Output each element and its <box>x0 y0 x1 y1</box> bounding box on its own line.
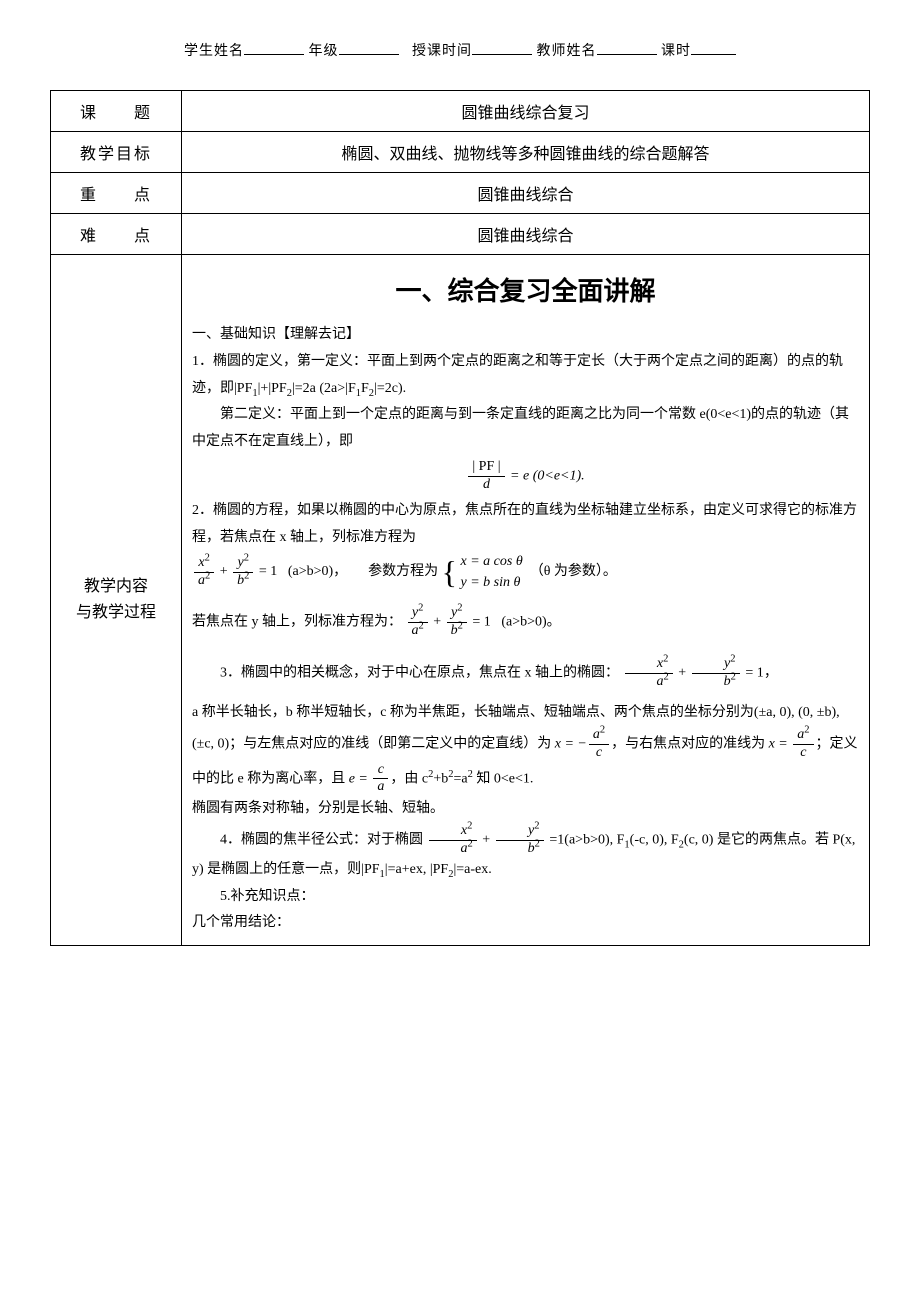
t: x = a cos θ <box>461 554 523 569</box>
t: a <box>461 841 468 856</box>
frac-a2-c: a2 c <box>793 727 813 762</box>
content-body: 一、综合复习全面讲解 一、基础知识【理解去记】 1．椭圆的定义，第一定义：平面上… <box>182 255 870 946</box>
para-supplement: 5.补充知识点： <box>192 884 859 911</box>
t: ，由 c <box>390 771 428 786</box>
para-abc: a 称半长轴长，b 称半短轴长，c 称为半焦距，长轴端点、短轴端点、两个焦点的坐… <box>192 700 859 796</box>
formula-ratio: | PF | d = e (0<e<1). <box>192 459 859 494</box>
frac-y2-b2-b: y2 b2 <box>692 656 740 691</box>
subsection-title: 一、基础知识【理解去记】 <box>192 322 859 349</box>
frac-neg-a2-c: a2 c <box>589 727 609 762</box>
t: a <box>593 727 600 742</box>
field-time: 授课时间 <box>412 44 472 59</box>
label-goal: 教学目标 <box>51 132 182 173</box>
label-hard: 难 点 <box>51 214 182 255</box>
t: = 1 <box>259 564 277 579</box>
para-eq-intro: 2．椭圆的方程，如果以椭圆的中心为原点，焦点所在的直线为坐标轴建立坐标系，由定义… <box>192 498 859 551</box>
field-teacher: 教师姓名 <box>537 44 597 59</box>
t: |=a-ex. <box>453 862 491 877</box>
t: +b <box>433 771 448 786</box>
frac-x2-a2-b: x2 a2 <box>625 656 673 691</box>
t: (a>b>0)。 <box>501 615 560 630</box>
t: e = <box>349 771 372 786</box>
num: | PF | <box>468 459 504 477</box>
para-focal-radius: 4．椭圆的焦半径公式：对于椭圆 x2 a2 + y2 b2 =1(a>b>0),… <box>192 823 859 884</box>
t: 3．椭圆中的相关概念，对于中心在原点，焦点在 x 轴上的椭圆： <box>220 665 619 680</box>
t: = 1 <box>472 615 490 630</box>
lesson-table: 课 题 圆锥曲线综合复习 教学目标 椭圆、双曲线、抛物线等多种圆锥曲线的综合题解… <box>50 90 870 946</box>
t: (-c, 0), F <box>630 832 679 847</box>
t: c <box>793 745 813 762</box>
blank-student-name <box>244 40 304 55</box>
label-topic: 课 题 <box>51 91 182 132</box>
t: c <box>373 762 388 780</box>
t: |=a+ex, |PF <box>385 862 448 877</box>
param-brace: { x = a cos θ y = b sin θ <box>442 551 523 593</box>
field-student-name: 学生姓名 <box>184 44 244 59</box>
t: c <box>589 745 609 762</box>
value-key: 圆锥曲线综合 <box>182 173 870 214</box>
t: x = − <box>555 736 587 751</box>
frac-x2-a2-c: x2 a2 <box>429 823 477 858</box>
blank-hours <box>691 40 736 55</box>
eq-standard-y: 若焦点在 y 轴上，列标准方程为： y2 a2 + y2 b2 = 1 (a>b… <box>192 605 859 640</box>
label-content-line2: 与教学过程 <box>76 604 156 621</box>
den: d <box>468 477 504 494</box>
t: b <box>724 674 731 689</box>
frac-y2-b2: y2 b2 <box>233 555 253 590</box>
t: ， <box>764 665 778 680</box>
frac-x2-a2: x2 a2 <box>194 555 214 590</box>
form-header: 学生姓名 年级 授课时间 教师姓名 课时 <box>50 40 870 60</box>
t: y = b sin θ <box>461 575 521 590</box>
t: ，与右焦点对应的准线为 <box>611 736 765 751</box>
t: =1(a>b>0), F <box>549 832 624 847</box>
t: b <box>528 841 535 856</box>
value-goal: 椭圆、双曲线、抛物线等多种圆锥曲线的综合题解答 <box>182 132 870 173</box>
t: 若焦点在 y 轴上，列标准方程为： <box>192 615 402 630</box>
para-axes: 椭圆有两条对称轴，分别是长轴、短轴。 <box>192 796 859 823</box>
eq-standard-x: x2 a2 + y2 b2 = 1 (a>b>0)， 参数方程为 { x = a… <box>192 551 859 593</box>
t: = e (0<e<1). <box>510 469 585 484</box>
t: a <box>198 573 205 588</box>
blank-teacher <box>597 40 657 55</box>
para-concepts: 3．椭圆中的相关概念，对于中心在原点，焦点在 x 轴上的椭圆： x2 a2 + … <box>192 656 859 691</box>
label-content-line1: 教学内容 <box>84 578 148 595</box>
t: |+|PF <box>258 381 287 396</box>
section-heading: 一、综合复习全面讲解 <box>192 267 859 316</box>
t: 参数方程为 <box>368 564 438 579</box>
t: F <box>361 381 369 396</box>
t: b <box>451 623 458 638</box>
blank-time <box>472 40 532 55</box>
frac-y2-b2-2: y2 b2 <box>447 605 467 640</box>
t: 4．椭圆的焦半径公式：对于椭圆 <box>220 832 423 847</box>
t: x = <box>769 736 792 751</box>
value-topic: 圆锥曲线综合复习 <box>182 91 870 132</box>
frac-y2-b2-c: y2 b2 <box>496 823 544 858</box>
t: a <box>657 674 664 689</box>
label-content: 教学内容 与教学过程 <box>51 255 182 946</box>
t: (a>b>0)， <box>288 564 347 579</box>
para-def1: 1．椭圆的定义，第一定义：平面上到两个定点的距离之和等于定长（大于两个定点之间的… <box>192 349 859 402</box>
t: =a <box>454 771 468 786</box>
frac-pf-d: | PF | d <box>468 459 504 494</box>
field-hours: 课时 <box>661 44 691 59</box>
frac-y2-a2: y2 a2 <box>408 605 428 640</box>
t: a <box>373 779 388 796</box>
para-conclusions: 几个常用结论： <box>192 910 859 937</box>
label-key: 重 点 <box>51 173 182 214</box>
blank-grade <box>339 40 399 55</box>
t: a <box>412 623 419 638</box>
t: = 1 <box>745 665 763 680</box>
value-hard: 圆锥曲线综合 <box>182 214 870 255</box>
field-grade: 年级 <box>309 44 339 59</box>
t: （θ 为参数）。 <box>530 564 617 579</box>
para-def2: 第二定义：平面上到一个定点的距离与到一条定直线的距离之比为同一个常数 e(0<e… <box>192 402 859 455</box>
t: |=2a (2a>|F <box>292 381 356 396</box>
frac-c-a: c a <box>373 762 388 797</box>
t: |=2c). <box>374 381 406 396</box>
t: 知 0<e<1. <box>473 771 534 786</box>
